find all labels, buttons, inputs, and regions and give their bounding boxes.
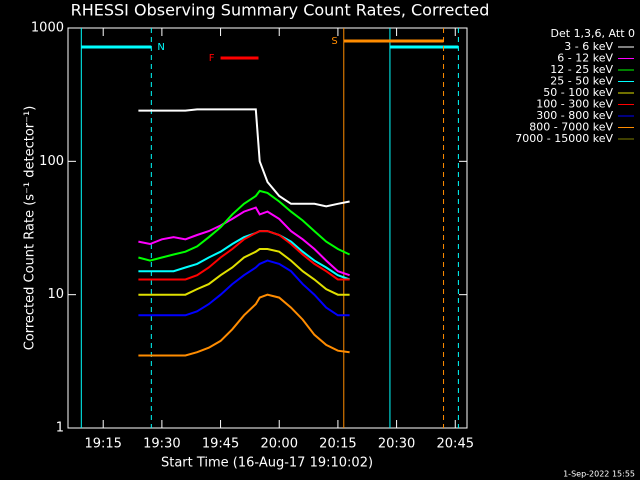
legend-label: 12 - 25 keV	[550, 63, 613, 76]
x-tick-label: 20:45	[437, 437, 474, 452]
y-tick-label: 100	[39, 154, 64, 169]
y-axis-label: Corrected Count Rate (s⁻¹ detector⁻¹)	[23, 106, 38, 351]
legend-label: 25 - 50 keV	[550, 75, 613, 88]
footer: 1-Sep-2022 15:55	[563, 470, 635, 479]
chart-title: RHESSI Observing Summary Count Rates, Co…	[71, 1, 490, 20]
legend-label: 7000 - 15000 keV	[515, 132, 613, 145]
flag-label: S	[331, 36, 337, 47]
y-tick-label: 10	[47, 287, 64, 302]
x-tick-label: 20:00	[261, 437, 298, 452]
y-tick-label: 1000	[31, 21, 64, 36]
legend-label: 6 - 12 keV	[557, 52, 613, 65]
flag-label: N	[157, 42, 164, 53]
legend-label: 800 - 7000 keV	[529, 121, 613, 134]
x-tick-label: 19:45	[202, 437, 239, 452]
series-line	[138, 230, 350, 281]
series-line	[138, 248, 350, 296]
flag-label: F	[209, 53, 215, 64]
series-line	[138, 293, 350, 357]
legend-label: 100 - 300 keV	[536, 98, 613, 111]
x-tick-label: 19:30	[143, 437, 180, 452]
x-tick-label: 19:15	[84, 437, 121, 452]
series-line	[138, 206, 350, 277]
x-axis-label: Start Time (16-Aug-17 19:10:02)	[161, 456, 373, 471]
legend-label: 50 - 100 keV	[543, 86, 613, 99]
plot-frame	[67, 27, 468, 429]
x-tick-label: 20:15	[319, 437, 356, 452]
legend-label: 300 - 800 keV	[536, 109, 613, 122]
legend-label: 3 - 6 keV	[564, 40, 613, 53]
legend-title: Det 1,3,6, Att 0	[551, 27, 635, 40]
series-line	[138, 259, 350, 317]
x-tick-label: 20:30	[378, 437, 415, 452]
y-tick-label: 1	[56, 421, 64, 436]
series-line	[138, 108, 350, 208]
series-line	[138, 189, 351, 262]
